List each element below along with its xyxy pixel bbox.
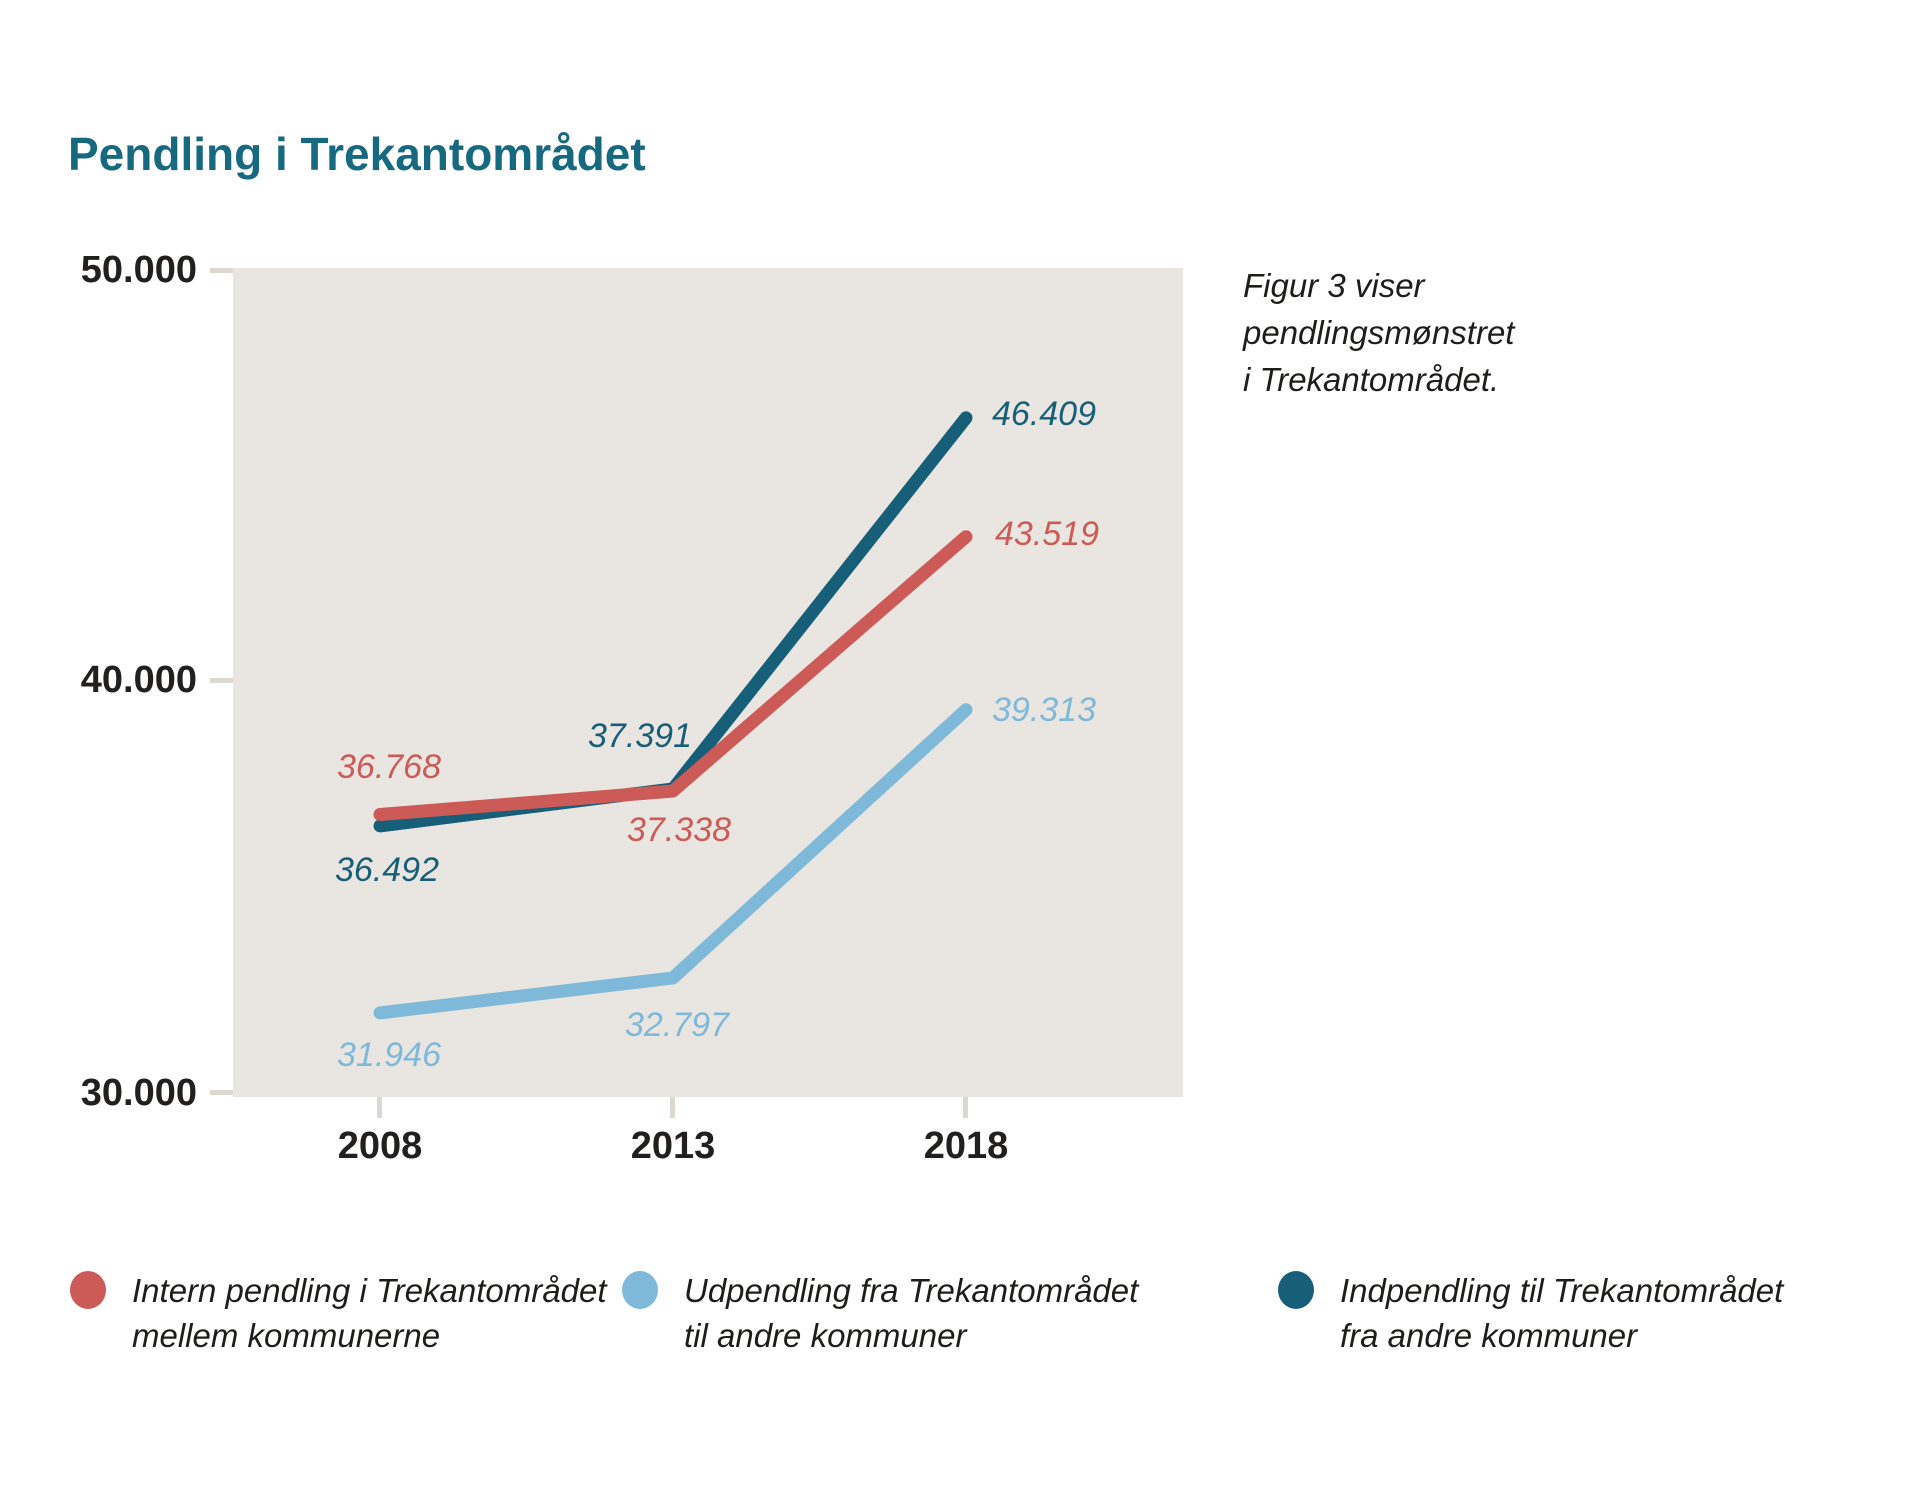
legend-label: Udpendling fra Trekantområdet til andre … (684, 1268, 1138, 1358)
x-tick-mark (377, 1097, 382, 1118)
x-axis-label: 2018 (923, 1125, 1009, 1167)
page-title: Pendling i Trekantområdet (68, 127, 646, 180)
x-axis-label: 2008 (337, 1125, 423, 1167)
legend-dot-intern (70, 1271, 106, 1309)
legend-label-line: mellem kommunerne (132, 1317, 441, 1354)
x-tick-mark (670, 1097, 675, 1118)
figure-note-line: i Trekantområdet. (1243, 361, 1500, 398)
data-label: 43.519 (995, 514, 1099, 553)
data-label: 37.338 (627, 811, 731, 850)
y-axis-label: 40.000 (80, 659, 197, 701)
figure-note-line: Figur 3 viser (1243, 267, 1425, 304)
legend-label: Intern pendling i Trekantområdet mellem … (132, 1268, 607, 1358)
legend-label: Indpendling til Trekantområdet fra andre… (1340, 1268, 1783, 1358)
legend-label-line: Indpendling til Trekantområdet (1340, 1272, 1784, 1309)
figure-note: Figur 3 viser pendlingsmønstret i Trekan… (1243, 262, 1673, 403)
data-label: 37.391 (588, 716, 692, 755)
data-label: 39.313 (992, 690, 1096, 729)
legend-item: Udpendling fra Trekantområdet til andre … (622, 1268, 1138, 1358)
y-tick-mark (210, 268, 233, 273)
plot-area (233, 268, 1183, 1097)
data-label: 36.492 (335, 850, 439, 889)
data-label: 31.946 (337, 1035, 441, 1074)
legend-item: Indpendling til Trekantområdet fra andre… (1278, 1268, 1783, 1358)
legend-label-line: til andre kommuner (684, 1317, 967, 1354)
y-axis-label: 30.000 (80, 1072, 197, 1114)
legend-dot-indpendling (1278, 1271, 1314, 1309)
legend-label-line: Intern pendling i Trekantområdet (132, 1272, 607, 1309)
y-tick-mark (210, 678, 233, 683)
legend-item: Intern pendling i Trekantområdet mellem … (70, 1268, 607, 1358)
legend-label-line: Udpendling fra Trekantområdet (684, 1272, 1139, 1309)
x-axis-label: 2013 (630, 1125, 716, 1167)
x-tick-mark (963, 1097, 968, 1118)
legend-dot-udpendling (622, 1271, 658, 1309)
legend-label-line: fra andre kommuner (1340, 1317, 1638, 1354)
data-label: 36.768 (337, 748, 441, 787)
figure-note-line: pendlingsmønstret (1243, 314, 1515, 351)
data-label: 32.797 (625, 1005, 729, 1044)
y-tick-mark (210, 1090, 233, 1095)
data-label: 46.409 (992, 394, 1096, 433)
y-axis-label: 50.000 (80, 249, 197, 291)
